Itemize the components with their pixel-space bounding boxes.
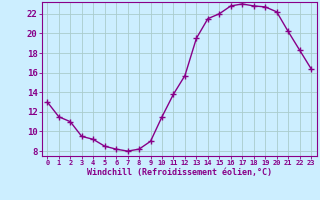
X-axis label: Windchill (Refroidissement éolien,°C): Windchill (Refroidissement éolien,°C)	[87, 168, 272, 177]
